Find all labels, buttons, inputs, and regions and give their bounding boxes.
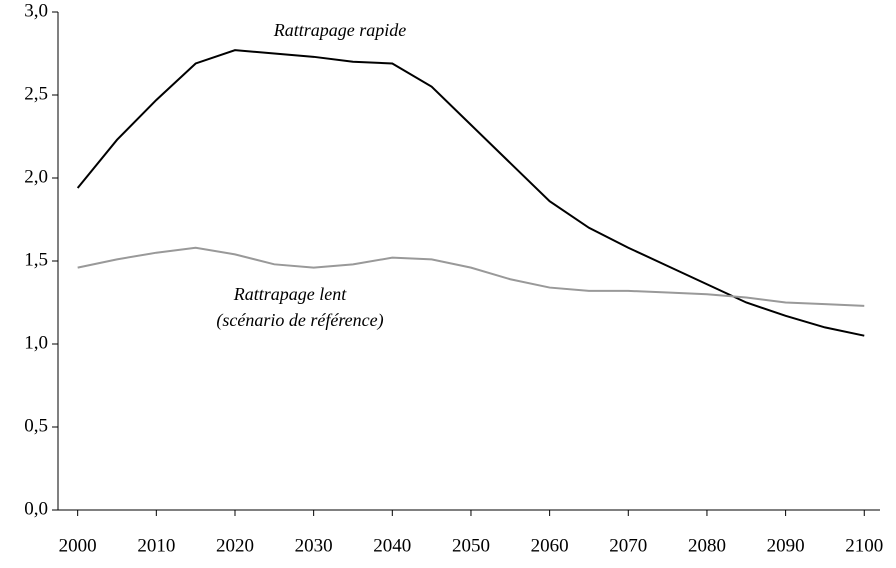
x-tick-label: 2010	[137, 535, 175, 556]
x-tick-label: 2080	[688, 535, 726, 556]
y-tick-label: 3,0	[24, 0, 48, 21]
y-tick-label: 2,0	[24, 166, 48, 187]
x-tick-label: 2090	[767, 535, 805, 556]
annotation: (scénario de référence)	[216, 310, 383, 331]
x-tick-label: 2000	[59, 535, 97, 556]
annotation: Rattrapage rapide	[273, 20, 407, 40]
y-tick-label: 1,5	[24, 249, 48, 270]
x-tick-label: 2020	[216, 535, 254, 556]
x-tick-label: 2100	[845, 535, 883, 556]
x-tick-label: 2030	[295, 535, 333, 556]
x-tick-label: 2060	[531, 535, 569, 556]
x-tick-label: 2050	[452, 535, 490, 556]
y-tick-label: 0,5	[24, 415, 48, 436]
y-tick-label: 2,5	[24, 83, 48, 104]
x-tick-label: 2040	[373, 535, 411, 556]
x-tick-label: 2070	[609, 535, 647, 556]
annotation: Rattrapage lent	[233, 284, 347, 304]
y-tick-label: 1,0	[24, 332, 48, 353]
series-line	[76, 49, 865, 337]
series-line	[77, 246, 865, 307]
y-tick-label: 0,0	[24, 498, 48, 519]
